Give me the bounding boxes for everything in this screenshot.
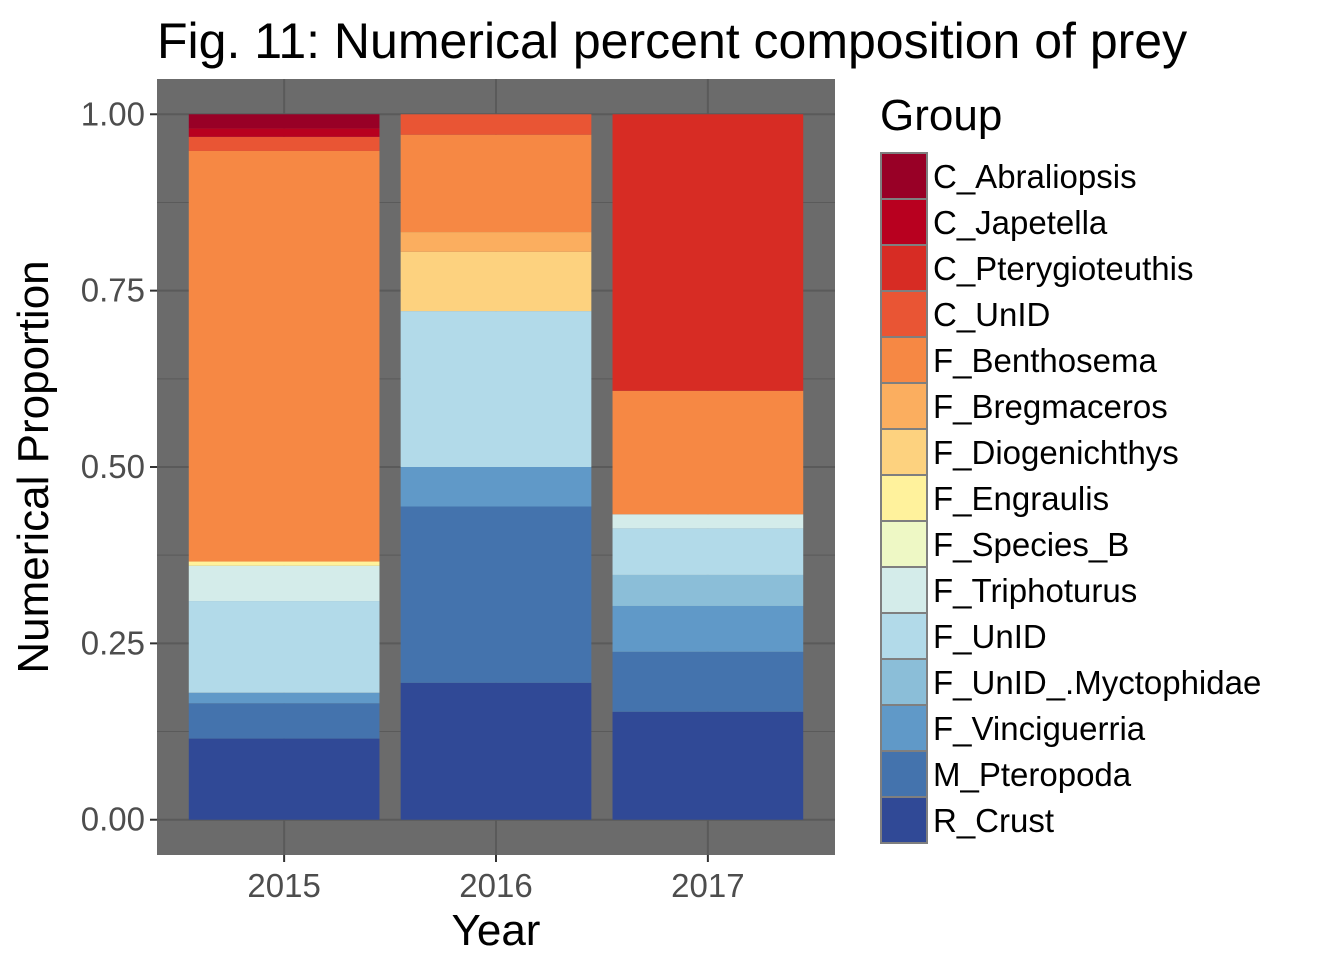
x-axis: 2015 2016 2017	[247, 855, 745, 904]
legend-key-f-benthosema	[880, 336, 928, 384]
bar-segment-2017-f-unid	[612, 528, 804, 575]
x-tick-label: 2017	[671, 867, 744, 904]
bar-segment-2015-c-abraliopsis	[188, 114, 380, 129]
bar-segment-2016-r-crust	[400, 682, 592, 820]
legend-label: F_UnID	[933, 618, 1047, 655]
legend-label: R_Crust	[933, 802, 1054, 839]
bar-segment-2015-f-engraulis	[188, 561, 380, 566]
legend-label: C_Pterygioteuthis	[933, 250, 1193, 287]
bar-segment-2016-m-pteropoda	[400, 506, 592, 683]
bar-segment-2017-f-benthosema	[612, 390, 804, 515]
legend-key-f-unid-myctophidae	[880, 658, 928, 706]
legend-label: F_Benthosema	[933, 342, 1157, 379]
y-tick-label: 0.75	[81, 272, 145, 309]
bar-segment-2017-r-crust	[612, 711, 804, 820]
legend-label: M_Pteropoda	[933, 756, 1132, 793]
bar-segment-2016-f-bregmaceros	[400, 232, 592, 252]
legend-label: C_UnID	[933, 296, 1050, 333]
legend-key-c-pterygioteuthis	[880, 244, 928, 292]
y-tick-label: 0.25	[81, 624, 145, 661]
y-tick-label: 0.50	[81, 448, 145, 485]
x-tick-label: 2015	[247, 867, 320, 904]
legend-key-f-triphoturus	[880, 566, 928, 614]
bar-segment-2016-f-unid	[400, 311, 592, 467]
bar-segment-2015-m-pteropoda	[188, 703, 380, 739]
bar-segment-2017-m-pteropoda	[612, 651, 804, 712]
legend: Group C_Abraliopsis C_Japetella C_Pterygio…	[880, 91, 1261, 844]
bar-segment-2016-f-diogenichthys	[400, 251, 592, 312]
y-axis-title: Numerical Proportion	[9, 260, 58, 673]
legend-title: Group	[880, 91, 1002, 140]
legend-key-c-japetella	[880, 198, 928, 246]
bar-segment-2016-c-unid	[400, 114, 592, 135]
legend-key-f-vinciguerria	[880, 704, 928, 752]
bar-segment-2015-r-crust	[188, 738, 380, 820]
legend-key-f-species-b	[880, 520, 928, 568]
legend-label: C_Abraliopsis	[933, 158, 1137, 195]
x-axis-title: Year	[452, 906, 541, 955]
bar-segment-2015-f-benthosema	[188, 150, 380, 562]
legend-key-c-unid	[880, 290, 928, 338]
bar-segment-2016-f-vinciguerria	[400, 467, 592, 507]
legend-key-m-pteropoda	[880, 750, 928, 798]
legend-key-r-crust	[880, 796, 928, 844]
legend-label: C_Japetella	[933, 204, 1108, 241]
legend-key-f-bregmaceros	[880, 382, 928, 430]
chart-title: Fig. 11: Numerical percent composition o…	[157, 13, 1187, 69]
bars	[188, 114, 804, 820]
bar-segment-2015-f-triphoturus	[188, 565, 380, 602]
legend-key-f-engraulis	[880, 474, 928, 522]
bar-segment-2017-f-vinciguerria	[612, 605, 804, 652]
legend-label: F_UnID_.Myctophidae	[933, 664, 1261, 701]
y-tick-label: 0.00	[81, 801, 145, 838]
y-tick-label: 1.00	[81, 95, 145, 132]
legend-key-c-abraliopsis	[880, 152, 928, 200]
bar-segment-2016-f-benthosema	[400, 134, 592, 233]
legend-label: F_Diogenichthys	[933, 434, 1179, 471]
legend-key-f-diogenichthys	[880, 428, 928, 476]
y-axis: 0.00 0.25 0.50 0.75 1.00	[81, 95, 157, 838]
bar-segment-2015-f-unid	[188, 601, 380, 693]
bar-segment-2017-c-pterygioteuthis	[612, 114, 804, 391]
legend-label: F_Bregmaceros	[933, 388, 1168, 425]
bar-segment-2015-c-unid	[188, 136, 380, 151]
bar-segment-2015-c-japetella	[188, 128, 380, 137]
bar-segment-2017-f-unid-myctophidae	[612, 574, 804, 606]
legend-label: F_Engraulis	[933, 480, 1109, 517]
bar-segment-2017-f-triphoturus	[612, 514, 804, 529]
x-tick-label: 2016	[459, 867, 532, 904]
legend-label: F_Vinciguerria	[933, 710, 1146, 747]
legend-label: F_Triphoturus	[933, 572, 1137, 609]
legend-label: F_Species_B	[933, 526, 1129, 563]
bar-segment-2015-f-vinciguerria	[188, 692, 380, 704]
legend-key-f-unid	[880, 612, 928, 660]
